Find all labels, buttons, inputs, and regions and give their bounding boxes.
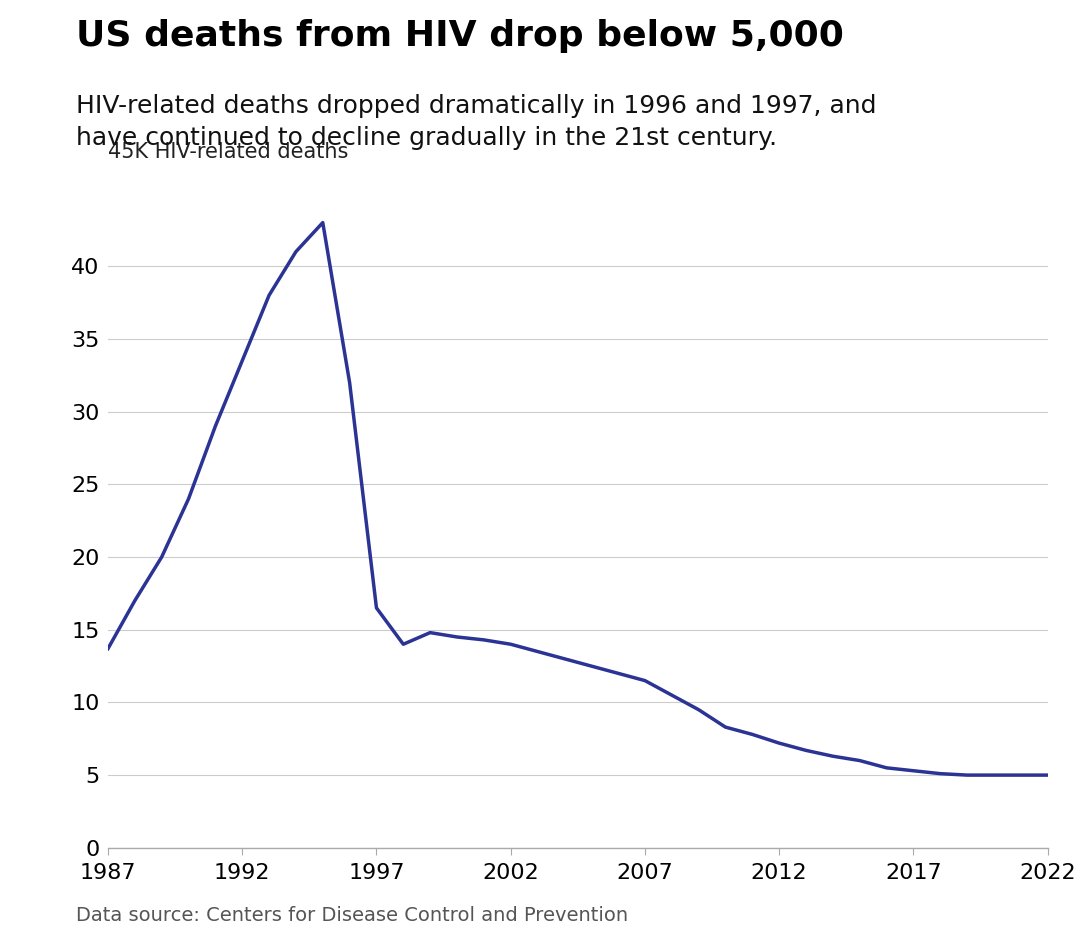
Text: US deaths from HIV drop below 5,000: US deaths from HIV drop below 5,000 (76, 19, 843, 53)
Text: HIV-related deaths dropped dramatically in 1996 and 1997, and
have continued to : HIV-related deaths dropped dramatically … (76, 94, 876, 150)
Text: 45K HIV-related deaths: 45K HIV-related deaths (108, 142, 349, 162)
Text: Data source: Centers for Disease Control and Prevention: Data source: Centers for Disease Control… (76, 906, 627, 925)
